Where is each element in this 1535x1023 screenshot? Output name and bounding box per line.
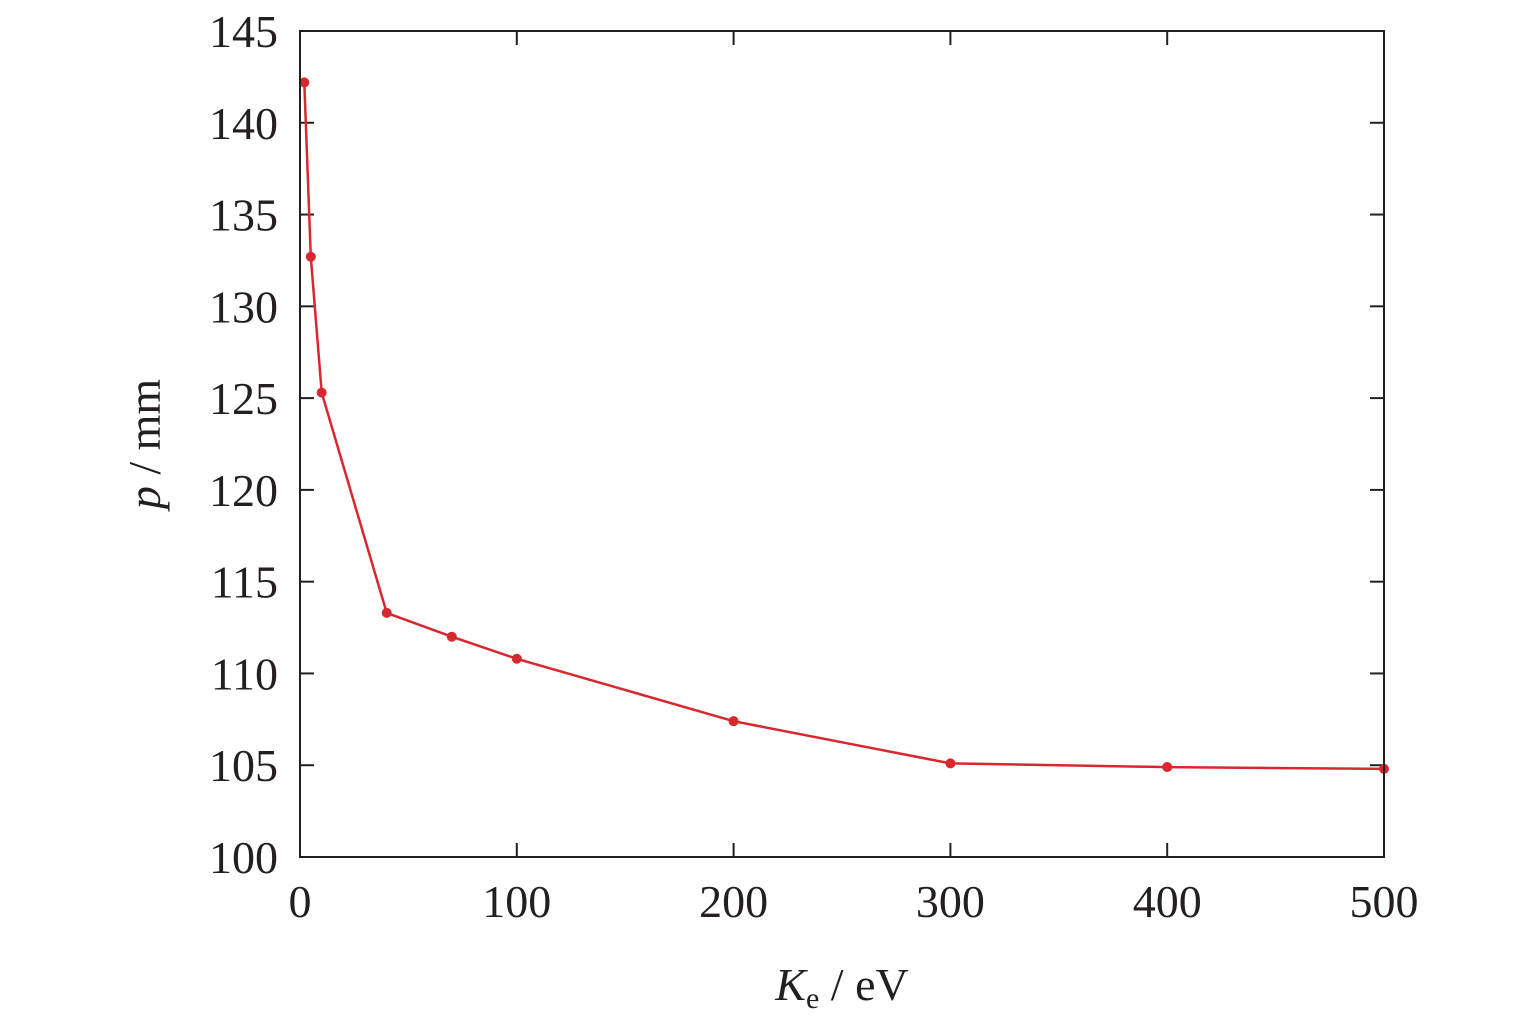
data-point xyxy=(446,631,457,642)
data-point xyxy=(511,653,522,664)
x-tick-label: 300 xyxy=(916,876,985,927)
plot-frame xyxy=(299,30,1385,858)
x-axis-label: Ke / eV xyxy=(774,959,908,1015)
y-axis-label: p / mm xyxy=(119,379,170,513)
x-axis-label-unit: / eV xyxy=(819,959,908,1010)
data-point xyxy=(945,758,956,769)
x-tick-label: 0 xyxy=(289,876,312,927)
y-tick-label: 140 xyxy=(209,98,278,149)
series-line xyxy=(303,82,1385,771)
series-layer xyxy=(299,77,1389,774)
data-point xyxy=(305,251,316,262)
x-tick-label: 200 xyxy=(699,876,768,927)
data-point xyxy=(381,607,392,618)
y-tick-label: 110 xyxy=(211,648,278,699)
y-tick-label: 145 xyxy=(209,6,278,57)
y-tick-label: 135 xyxy=(209,190,278,241)
x-tick-label: 100 xyxy=(482,876,551,927)
y-tick-label: 120 xyxy=(209,465,278,516)
y-axis-label-unit: / mm xyxy=(119,379,170,487)
data-point xyxy=(316,387,327,398)
x-tick-label: 400 xyxy=(1133,876,1202,927)
y-tick-label: 105 xyxy=(209,740,278,791)
x-tick-label: 500 xyxy=(1350,876,1419,927)
y-tick-label: 100 xyxy=(209,832,278,883)
y-tick-label: 115 xyxy=(211,557,278,608)
y-axis-ticks: 100 105 110 115 120 125 130 135 140 145 xyxy=(209,6,1384,883)
y-tick-label: 130 xyxy=(209,281,278,332)
x-axis-ticks: 0 100 200 300 400 500 xyxy=(289,31,1419,927)
data-point xyxy=(1162,762,1173,773)
y-axis-label-symbol: p xyxy=(119,486,170,512)
y-tick-label: 125 xyxy=(209,373,278,424)
x-axis-label-symbol: K xyxy=(774,959,808,1010)
x-axis-label-subscript: e xyxy=(806,982,819,1015)
data-point xyxy=(728,716,739,727)
data-point xyxy=(299,77,310,88)
